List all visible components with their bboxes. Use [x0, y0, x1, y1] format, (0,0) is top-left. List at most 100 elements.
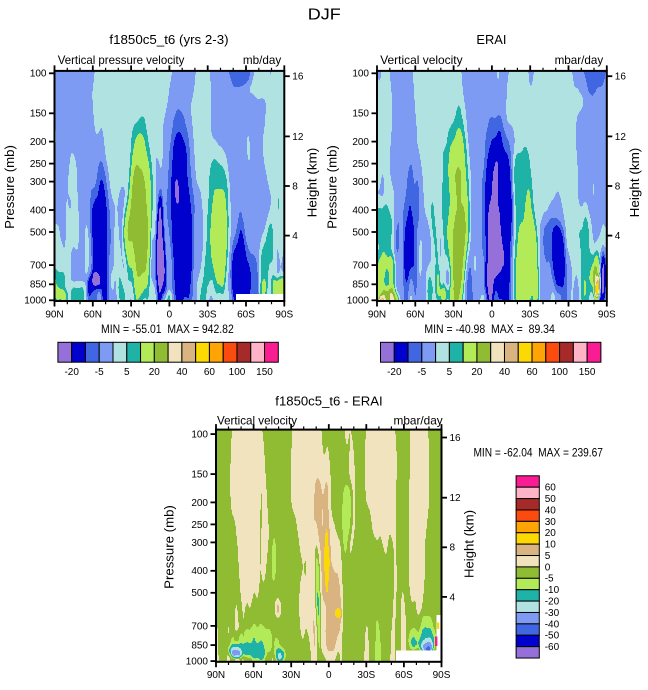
- svg-text:f1850c5_t6 (yrs 2-3): f1850c5_t6 (yrs 2-3): [109, 32, 228, 47]
- svg-text:60: 60: [526, 367, 538, 378]
- svg-text:4: 4: [292, 231, 298, 242]
- svg-text:700: 700: [30, 261, 47, 272]
- svg-text:12: 12: [450, 493, 462, 504]
- svg-text:1000: 1000: [347, 296, 370, 307]
- svg-text:300: 300: [191, 538, 208, 549]
- svg-text:150: 150: [191, 470, 208, 481]
- svg-text:200: 200: [352, 137, 369, 148]
- svg-text:400: 400: [352, 205, 369, 216]
- svg-text:300: 300: [352, 177, 369, 188]
- svg-text:-20: -20: [545, 597, 560, 608]
- svg-text:40: 40: [545, 505, 557, 516]
- svg-text:MIN = -40.98 MAX = 89.34: MIN = -40.98 MAX = 89.34: [424, 322, 555, 336]
- svg-text:500: 500: [191, 588, 208, 599]
- svg-text:-60: -60: [545, 642, 560, 653]
- svg-text:8: 8: [615, 181, 621, 192]
- svg-text:200: 200: [30, 137, 47, 148]
- svg-text:Height (km): Height (km): [305, 148, 320, 218]
- svg-text:100: 100: [191, 430, 208, 441]
- svg-text:10: 10: [545, 540, 557, 551]
- svg-text:60S: 60S: [237, 309, 255, 320]
- svg-text:40: 40: [176, 367, 188, 378]
- svg-text:0: 0: [326, 670, 332, 681]
- svg-text:90N: 90N: [207, 670, 225, 681]
- svg-text:150: 150: [352, 109, 369, 120]
- svg-text:30S: 30S: [357, 670, 375, 681]
- svg-text:-5: -5: [545, 574, 554, 585]
- svg-text:Vertical pressure velocity: Vertical pressure velocity: [58, 53, 185, 67]
- svg-text:90S: 90S: [275, 309, 293, 320]
- svg-text:Pressure (mb): Pressure (mb): [2, 145, 17, 229]
- svg-text:20: 20: [545, 528, 557, 539]
- svg-text:12: 12: [615, 132, 627, 143]
- svg-text:-5: -5: [95, 367, 104, 378]
- svg-text:-50: -50: [545, 631, 560, 642]
- svg-text:12: 12: [292, 132, 304, 143]
- svg-text:250: 250: [30, 159, 47, 170]
- svg-text:90N: 90N: [45, 309, 63, 320]
- svg-text:MIN = -62.04 MAX = 239.67: MIN = -62.04 MAX = 239.67: [473, 446, 603, 460]
- svg-text:Pressure (mb): Pressure (mb): [162, 505, 177, 589]
- svg-text:5: 5: [124, 367, 130, 378]
- svg-text:-40: -40: [545, 619, 560, 630]
- svg-text:4: 4: [450, 592, 456, 603]
- svg-text:5: 5: [545, 551, 551, 562]
- svg-text:60: 60: [545, 483, 557, 494]
- svg-text:60S: 60S: [560, 309, 578, 320]
- svg-text:4: 4: [615, 231, 621, 242]
- svg-text:850: 850: [191, 641, 208, 652]
- svg-text:250: 250: [191, 520, 208, 531]
- svg-text:60: 60: [204, 367, 216, 378]
- svg-text:DJF: DJF: [308, 7, 341, 24]
- svg-text:-20: -20: [64, 367, 79, 378]
- svg-text:0: 0: [167, 309, 173, 320]
- svg-text:500: 500: [352, 227, 369, 238]
- svg-text:mbar/day: mbar/day: [394, 414, 443, 428]
- svg-text:50: 50: [545, 494, 557, 505]
- svg-text:mb/day: mb/day: [243, 53, 281, 67]
- svg-text:Height (km): Height (km): [462, 510, 477, 578]
- svg-text:90N: 90N: [368, 309, 386, 320]
- svg-text:1000: 1000: [24, 296, 47, 307]
- svg-text:400: 400: [191, 566, 208, 577]
- svg-text:20: 20: [471, 367, 483, 378]
- svg-text:100: 100: [30, 69, 47, 80]
- svg-text:150: 150: [579, 367, 596, 378]
- svg-text:16: 16: [615, 72, 627, 83]
- svg-text:0: 0: [545, 562, 551, 573]
- svg-text:0: 0: [489, 309, 495, 320]
- svg-text:-10: -10: [545, 585, 560, 596]
- svg-text:850: 850: [30, 280, 47, 291]
- svg-text:-20: -20: [387, 367, 402, 378]
- svg-text:30S: 30S: [199, 309, 217, 320]
- svg-text:1000: 1000: [186, 657, 209, 668]
- svg-text:30N: 30N: [444, 309, 462, 320]
- svg-text:100: 100: [229, 367, 246, 378]
- svg-text:700: 700: [191, 621, 208, 632]
- svg-text:90S: 90S: [433, 670, 451, 681]
- svg-text:Height (km): Height (km): [627, 148, 642, 218]
- svg-text:60N: 60N: [406, 309, 424, 320]
- svg-text:Pressure (mb): Pressure (mb): [325, 145, 340, 229]
- svg-text:90S: 90S: [598, 309, 616, 320]
- svg-text:f1850c5_t6 - ERAI: f1850c5_t6 - ERAI: [275, 394, 382, 409]
- svg-text:30: 30: [545, 517, 557, 528]
- svg-text:-30: -30: [545, 608, 560, 619]
- svg-text:ERAI: ERAI: [476, 32, 506, 47]
- svg-text:150: 150: [256, 367, 273, 378]
- svg-text:Vertical velocity: Vertical velocity: [380, 53, 462, 67]
- svg-text:40: 40: [499, 367, 511, 378]
- svg-text:100: 100: [551, 367, 568, 378]
- svg-text:200: 200: [191, 498, 208, 509]
- svg-text:30N: 30N: [122, 309, 140, 320]
- svg-text:Vertical velocity: Vertical velocity: [217, 414, 297, 428]
- svg-text:8: 8: [292, 181, 298, 192]
- svg-text:mbar/day: mbar/day: [555, 53, 604, 67]
- svg-text:5: 5: [447, 367, 453, 378]
- svg-text:500: 500: [30, 227, 47, 238]
- svg-text:60N: 60N: [244, 670, 262, 681]
- svg-text:30N: 30N: [282, 670, 300, 681]
- svg-text:60S: 60S: [395, 670, 413, 681]
- svg-text:-5: -5: [417, 367, 426, 378]
- svg-text:250: 250: [352, 159, 369, 170]
